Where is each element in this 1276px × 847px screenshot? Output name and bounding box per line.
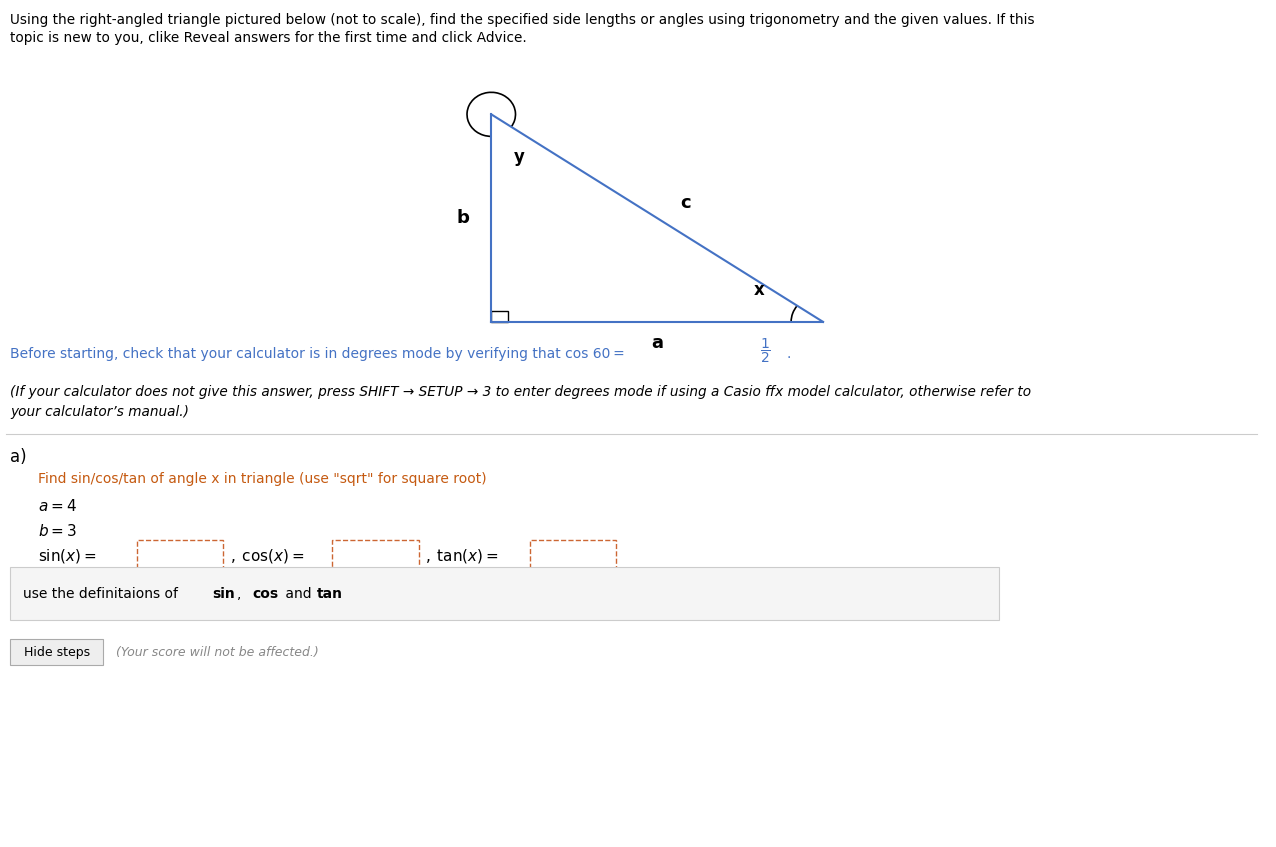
Text: $\sin(x) =$: $\sin(x) =$: [38, 547, 97, 566]
Text: topic is new to you, clike Reveal answers for the first time and click Advice.: topic is new to you, clike Reveal answer…: [10, 31, 527, 46]
Text: (Your score will not be affected.): (Your score will not be affected.): [116, 645, 319, 659]
Text: and: and: [281, 587, 315, 601]
FancyBboxPatch shape: [137, 540, 223, 573]
Text: your calculator’s manual.): your calculator’s manual.): [10, 405, 189, 419]
FancyBboxPatch shape: [530, 540, 616, 573]
Text: a: a: [651, 334, 664, 352]
Text: Find sin/cos/tan of angle x in triangle (use "sqrt" for square root): Find sin/cos/tan of angle x in triangle …: [38, 473, 487, 486]
Bar: [491, 311, 508, 322]
Text: ,: ,: [237, 587, 246, 601]
Text: cos: cos: [253, 587, 278, 601]
Text: b: b: [457, 209, 470, 227]
Text: use the definitaions of: use the definitaions of: [23, 587, 182, 601]
Text: y: y: [514, 147, 524, 166]
Text: Hide steps: Hide steps: [24, 645, 89, 659]
Text: sin: sin: [212, 587, 235, 601]
Text: $,\;\tan(x) =$: $,\;\tan(x) =$: [425, 547, 499, 566]
Text: $b = 3$: $b = 3$: [38, 523, 77, 539]
FancyBboxPatch shape: [10, 567, 999, 620]
Text: Using the right-angled triangle pictured below (not to scale), find the specifie: Using the right-angled triangle pictured…: [10, 13, 1035, 27]
Text: c: c: [680, 194, 690, 212]
Text: $,\;\cos(x) =$: $,\;\cos(x) =$: [230, 547, 304, 566]
Text: Before starting, check that your calculator is in degrees mode by verifying that: Before starting, check that your calcula…: [10, 347, 628, 361]
Text: $\dfrac{1}{2}$: $\dfrac{1}{2}$: [760, 336, 771, 365]
Text: x: x: [754, 280, 764, 299]
Text: a): a): [10, 448, 27, 467]
Text: .: .: [786, 347, 790, 361]
FancyBboxPatch shape: [10, 639, 103, 665]
Text: (If your calculator does not give this answer, press SHIFT → SETUP → 3 to enter : (If your calculator does not give this a…: [10, 385, 1031, 400]
Text: tan: tan: [316, 587, 342, 601]
Text: $a = 4$: $a = 4$: [38, 498, 77, 513]
FancyBboxPatch shape: [332, 540, 419, 573]
